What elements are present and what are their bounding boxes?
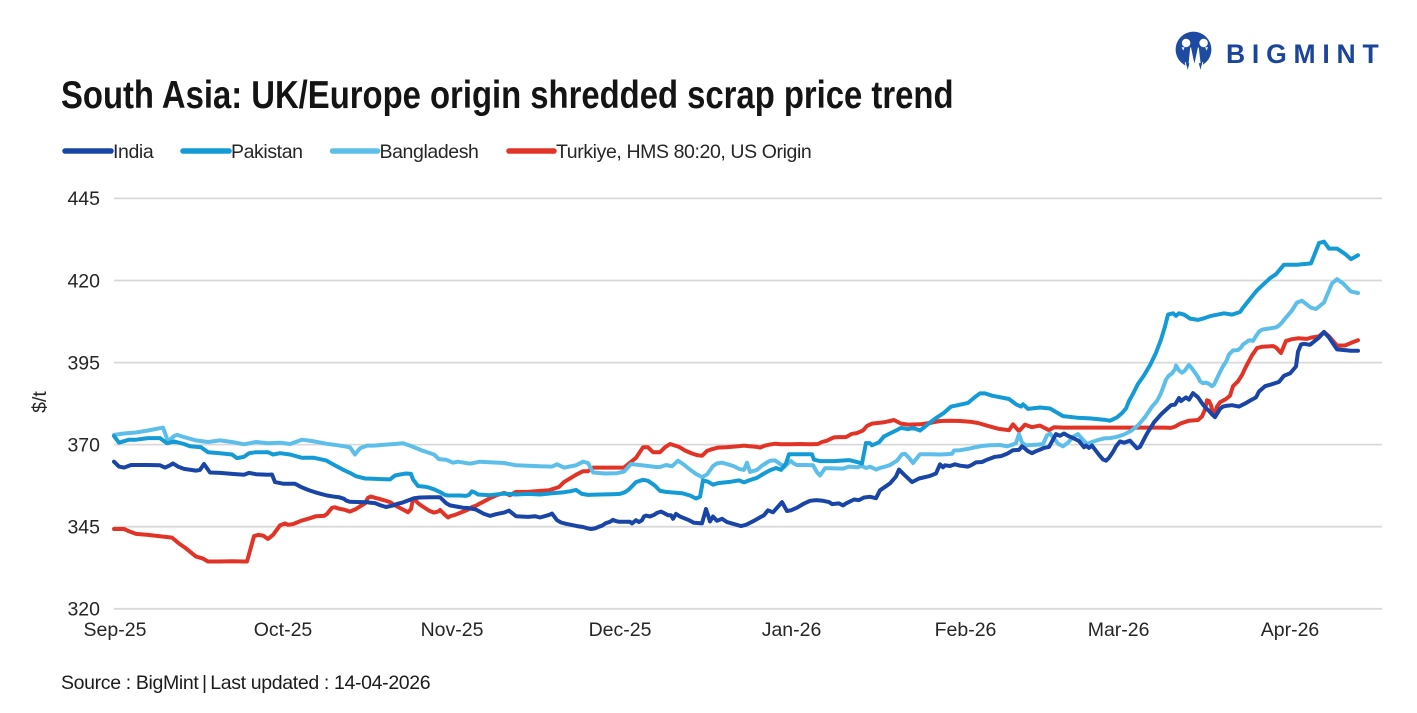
svg-text:Nov-25: Nov-25	[421, 619, 484, 641]
svg-text:320: 320	[67, 599, 100, 621]
svg-text:Dec-25: Dec-25	[589, 619, 652, 641]
svg-text:345: 345	[67, 517, 100, 539]
svg-text:Turkiye, HMS 80:20, US Origin: Turkiye, HMS 80:20, US Origin	[556, 141, 811, 163]
svg-text:India: India	[113, 141, 154, 163]
svg-text:395: 395	[67, 352, 100, 374]
svg-text:Mar-26: Mar-26	[1088, 619, 1150, 641]
svg-text:Sep-25: Sep-25	[84, 619, 147, 641]
svg-text:Jan-26: Jan-26	[762, 619, 822, 641]
svg-text:Bangladesh: Bangladesh	[380, 141, 479, 163]
svg-text:Oct-25: Oct-25	[254, 619, 313, 641]
svg-text:Pakistan: Pakistan	[231, 141, 303, 163]
svg-text:Source : BigMint | Last update: Source : BigMint | Last updated : 14-04-…	[61, 672, 430, 694]
svg-text:445: 445	[67, 188, 100, 210]
svg-text:420: 420	[67, 270, 100, 292]
svg-text:BIGMINT: BIGMINT	[1226, 39, 1385, 69]
svg-text:370: 370	[67, 434, 100, 456]
svg-text:Apr-26: Apr-26	[1261, 619, 1320, 641]
svg-text:$/t: $/t	[29, 391, 51, 413]
svg-text:South Asia: UK/Europe origin s: South Asia: UK/Europe origin shredded sc…	[61, 74, 954, 117]
svg-text:Feb-26: Feb-26	[935, 619, 997, 641]
